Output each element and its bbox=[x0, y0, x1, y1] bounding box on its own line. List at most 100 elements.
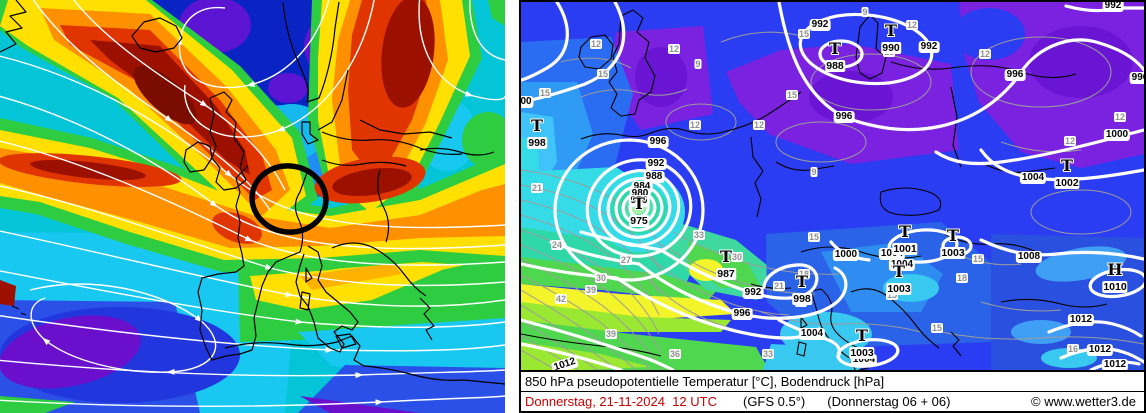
isobar-label: 992 bbox=[742, 287, 764, 299]
isobar-label: 992 bbox=[1102, 2, 1124, 12]
pressure-temperature-map: 9929929929969969961000009969929889849809… bbox=[521, 2, 1144, 370]
center-symbol: T bbox=[893, 262, 905, 281]
center-pressure-value: 990 bbox=[881, 42, 901, 54]
center-symbol: T bbox=[947, 226, 959, 245]
center-symbol: T bbox=[796, 272, 808, 291]
theta-label: 27 bbox=[619, 255, 633, 265]
theta-label: 12 bbox=[905, 20, 919, 30]
center-pressure-value: 1001 bbox=[892, 243, 918, 255]
center-pressure-value: 1003 bbox=[886, 283, 912, 295]
low-center-marker: T 998 bbox=[792, 274, 812, 306]
theta-label: 30 bbox=[730, 252, 744, 262]
isobar-label: 1012 bbox=[1067, 314, 1095, 326]
theta-label: 12 bbox=[688, 120, 702, 130]
isobar-label: 1012 bbox=[1086, 344, 1114, 356]
isobar-label: 1004 bbox=[1019, 172, 1047, 184]
theta-label: 33 bbox=[692, 230, 706, 240]
model-run-text: (Donnerstag 06 + 06) bbox=[827, 394, 951, 409]
map-title-text: 850 hPa pseudopotentielle Temperatur [°C… bbox=[525, 374, 885, 389]
low-center-marker: T 1001 bbox=[892, 222, 918, 256]
theta-label: 12 bbox=[978, 49, 992, 59]
theta-label: 16 bbox=[1066, 344, 1080, 354]
low-center-marker: T 998 bbox=[527, 118, 547, 150]
streamlines bbox=[0, 0, 505, 407]
theta-label: 36 bbox=[668, 349, 682, 359]
low-center-marker: T 1002 bbox=[1054, 156, 1080, 190]
theta-label: 15 bbox=[797, 29, 811, 39]
center-pressure-value: 998 bbox=[527, 137, 547, 149]
center-symbol: T bbox=[720, 247, 732, 266]
coastlines bbox=[0, 0, 505, 385]
isobars bbox=[521, 2, 1144, 370]
center-pressure-value: 988 bbox=[825, 60, 845, 72]
map-datetime-caption: Donnerstag, 21-11-2024 12 UTC (GFS 0.5°)… bbox=[521, 392, 1144, 411]
theta-label: 24 bbox=[550, 240, 564, 250]
theta-label: 9 bbox=[810, 167, 818, 177]
theta-label: 18 bbox=[955, 273, 969, 283]
isobar-label: 988 bbox=[643, 171, 665, 183]
low-center-marker: T 1003 bbox=[940, 226, 966, 260]
theta-label: 12 bbox=[667, 44, 681, 54]
theta-label: 9 bbox=[861, 7, 869, 17]
theta-label: 15 bbox=[807, 232, 821, 242]
theta-label: 12 bbox=[1113, 112, 1127, 122]
isobar-label: 996 bbox=[1004, 69, 1026, 81]
theta-label: 18 bbox=[797, 269, 811, 279]
low-center-marker: T 1003 bbox=[849, 326, 875, 360]
theta-label: 33 bbox=[761, 349, 775, 359]
low-center-marker: T 987 bbox=[716, 249, 736, 281]
theta-label: 15 bbox=[596, 69, 610, 79]
isobar-label: 996 bbox=[833, 111, 855, 123]
left-weather-map bbox=[0, 0, 505, 413]
theta-label: 9 bbox=[694, 59, 702, 69]
caption-divider-top bbox=[521, 370, 1144, 372]
theta-label: 15 bbox=[538, 88, 552, 98]
isobar-label: 00 bbox=[521, 96, 534, 108]
isobar-label: 1004 bbox=[798, 328, 826, 340]
low-center-marker: T 1003 bbox=[886, 262, 912, 296]
map-title-caption: 850 hPa pseudopotentielle Temperatur [°C… bbox=[521, 372, 1144, 391]
isobar-label: 1004 bbox=[888, 259, 916, 271]
right-map-canvas bbox=[521, 2, 1144, 370]
isobar-label: 976 bbox=[628, 195, 650, 207]
theta-label: 12 bbox=[589, 39, 603, 49]
low-center-marker: T 975 bbox=[629, 196, 649, 228]
isobar-label: 1008 bbox=[1015, 251, 1043, 263]
caption-divider-mid bbox=[521, 391, 1144, 392]
isobar-label: 996 bbox=[1129, 72, 1144, 84]
theta-label: 12 bbox=[1063, 136, 1077, 146]
isobar-label: 1000 bbox=[1103, 129, 1131, 141]
isobar-label: 992 bbox=[918, 41, 940, 53]
theta-label: 39 bbox=[584, 285, 598, 295]
right-weather-map-panel: 9929929929969969961000009969929889849809… bbox=[519, 0, 1146, 413]
center-pressure-value: 987 bbox=[716, 268, 736, 280]
theta-label: 42 bbox=[554, 294, 568, 304]
center-pressure-value: 1003 bbox=[940, 247, 966, 259]
center-pressure-value: 1002 bbox=[1054, 177, 1080, 189]
isobar-label: 996 bbox=[731, 308, 753, 320]
center-symbol: T bbox=[633, 194, 645, 213]
theta-contours bbox=[521, 31, 1144, 370]
low-center-marker: T 988 bbox=[825, 41, 845, 73]
copyright-credit: © www.wetter3.de bbox=[1031, 394, 1136, 409]
theta-label: 21 bbox=[772, 281, 786, 291]
center-symbol: T bbox=[856, 326, 868, 345]
theta-label: 15 bbox=[930, 323, 944, 333]
center-pressure-value: 1003 bbox=[849, 347, 875, 359]
valid-datetime-text: Donnerstag, 21-11-2024 12 UTC bbox=[525, 394, 717, 409]
low-center-marker: T 990 bbox=[881, 23, 901, 55]
center-symbol: T bbox=[531, 116, 543, 135]
center-pressure-value: 998 bbox=[792, 293, 812, 305]
model-text: (GFS 0.5°) bbox=[742, 394, 806, 409]
center-symbol: T bbox=[829, 39, 841, 58]
center-symbol: T bbox=[1061, 156, 1073, 175]
theta-label: 30 bbox=[594, 273, 608, 283]
highlight-circle-annotation bbox=[249, 163, 329, 235]
center-symbol: T bbox=[885, 21, 897, 40]
center-symbol: H bbox=[1107, 260, 1123, 279]
center-pressure-value: 975 bbox=[629, 215, 649, 227]
theta-label: 12 bbox=[752, 120, 766, 130]
high-center-marker: H 1010 bbox=[1102, 260, 1128, 294]
isobar-label: 1000 bbox=[832, 249, 860, 261]
center-symbol: T bbox=[899, 222, 911, 241]
